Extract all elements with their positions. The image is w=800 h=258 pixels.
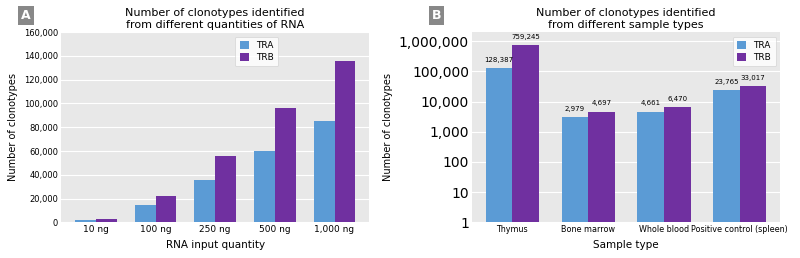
Text: 2,979: 2,979 — [565, 106, 585, 112]
Bar — [512, 45, 539, 258]
Bar — [96, 219, 117, 222]
Bar — [638, 112, 664, 258]
Bar — [194, 180, 215, 222]
Bar — [334, 61, 355, 222]
Y-axis label: Number of clonotypes: Number of clonotypes — [8, 73, 18, 181]
Text: B: B — [432, 9, 441, 22]
Bar — [740, 86, 766, 258]
X-axis label: RNA input quantity: RNA input quantity — [166, 240, 265, 250]
Bar — [155, 196, 176, 222]
Y-axis label: Number of clonotypes: Number of clonotypes — [383, 73, 394, 181]
X-axis label: Sample type: Sample type — [594, 240, 659, 250]
Text: 4,697: 4,697 — [591, 100, 611, 106]
Text: A: A — [21, 9, 30, 22]
Bar — [215, 156, 236, 222]
Bar — [714, 90, 740, 258]
Title: Number of clonotypes identified
from different quantities of RNA: Number of clonotypes identified from dif… — [126, 9, 305, 30]
Bar — [664, 107, 690, 258]
Text: 4,661: 4,661 — [641, 100, 661, 106]
Text: 33,017: 33,017 — [741, 75, 766, 81]
Bar — [314, 121, 334, 222]
Text: 759,245: 759,245 — [511, 34, 540, 39]
Text: 23,765: 23,765 — [714, 79, 738, 85]
Text: 6,470: 6,470 — [667, 96, 687, 102]
Bar — [562, 117, 588, 258]
Legend: TRA, TRB: TRA, TRB — [235, 37, 278, 66]
Bar — [275, 108, 296, 222]
Bar — [486, 68, 512, 258]
Legend: TRA, TRB: TRA, TRB — [733, 37, 776, 66]
Title: Number of clonotypes identified
from different sample types: Number of clonotypes identified from dif… — [536, 9, 716, 30]
Bar — [588, 111, 614, 258]
Text: 128,387: 128,387 — [485, 57, 514, 63]
Bar — [134, 205, 155, 222]
Bar — [75, 220, 96, 222]
Bar — [254, 151, 275, 222]
